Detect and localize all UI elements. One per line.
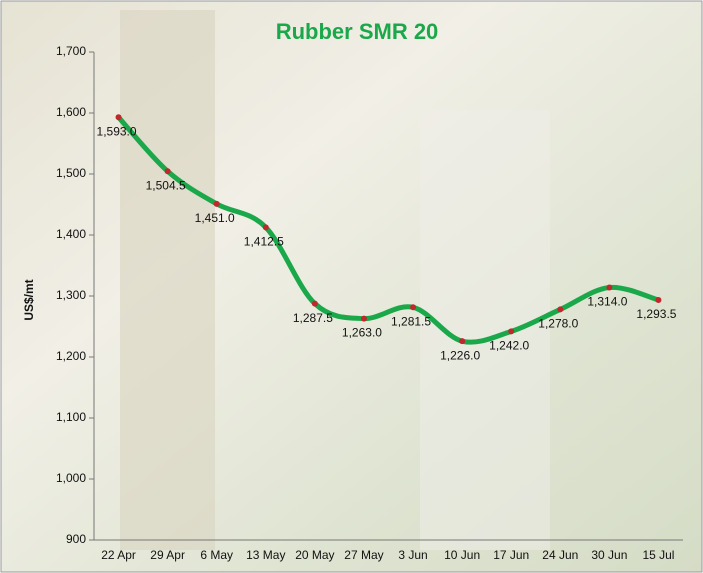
data-label: 1,451.0 xyxy=(195,211,235,225)
data-label: 1,281.5 xyxy=(391,314,431,328)
marker xyxy=(214,201,220,207)
y-tick-label: 1,600 xyxy=(56,105,86,119)
marker xyxy=(557,306,563,312)
background xyxy=(1,1,702,572)
x-tick-label: 29 Apr xyxy=(150,548,185,562)
marker xyxy=(410,304,416,310)
x-tick-label: 30 Jun xyxy=(591,548,627,562)
marker xyxy=(263,224,269,230)
marker xyxy=(655,297,661,303)
background-trunk xyxy=(120,10,215,550)
data-label: 1,278.0 xyxy=(538,317,578,331)
background-figure xyxy=(420,110,550,550)
data-label: 1,242.0 xyxy=(489,339,529,353)
data-label: 1,263.0 xyxy=(342,326,382,340)
x-tick-label: 20 May xyxy=(295,548,334,562)
marker xyxy=(116,114,122,120)
marker xyxy=(312,301,318,307)
x-tick-label: 22 Apr xyxy=(101,548,136,562)
data-label: 1,504.5 xyxy=(146,178,186,192)
marker xyxy=(361,316,367,322)
marker xyxy=(508,328,514,334)
data-label: 1,226.0 xyxy=(440,348,480,362)
chart-title: Rubber SMR 20 xyxy=(276,19,439,44)
x-tick-label: 13 May xyxy=(246,548,285,562)
y-tick-label: 1,500 xyxy=(56,166,86,180)
x-tick-label: 17 Jun xyxy=(493,548,529,562)
y-tick-label: 1,400 xyxy=(56,227,86,241)
page: {"chart_data": {"type": "line", "title":… xyxy=(0,0,703,573)
y-axis-label: US$/mt xyxy=(22,279,36,320)
x-tick-label: 24 Jun xyxy=(542,548,578,562)
y-tick-label: 1,700 xyxy=(56,44,86,58)
marker xyxy=(165,168,171,174)
data-label: 1,293.5 xyxy=(636,307,676,321)
y-tick-label: 1,000 xyxy=(56,471,86,485)
y-tick-label: 900 xyxy=(66,532,86,546)
x-tick-label: 3 Jun xyxy=(398,548,427,562)
data-label: 1,412.5 xyxy=(244,235,284,249)
x-tick-label: 27 May xyxy=(344,548,383,562)
marker xyxy=(459,338,465,344)
y-tick-label: 1,200 xyxy=(56,349,86,363)
data-label: 1,314.0 xyxy=(587,295,627,309)
y-tick-label: 1,100 xyxy=(56,410,86,424)
chart: Rubber SMR 20 US$/mt 900 1,000 1,100 1,200 1… xyxy=(0,0,703,573)
x-tick-label: 15 Jul xyxy=(642,548,674,562)
x-tick-label: 10 Jun xyxy=(444,548,480,562)
y-tick-label: 1,300 xyxy=(56,288,86,302)
data-label: 1,287.5 xyxy=(293,311,333,325)
marker xyxy=(606,284,612,290)
data-label: 1,593.0 xyxy=(97,124,137,138)
x-tick-label: 6 May xyxy=(200,548,233,562)
